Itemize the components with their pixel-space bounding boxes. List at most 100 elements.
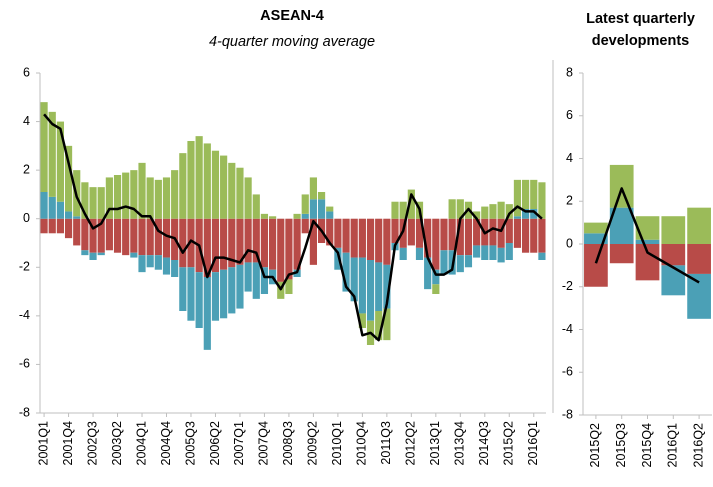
x-tick-label: 2001Q4	[61, 421, 75, 466]
bar-segment	[432, 284, 440, 294]
y-tick-label: 6	[23, 65, 30, 79]
x-tick-label: 2015Q2	[588, 423, 602, 468]
x-tick-label: 2003Q2	[110, 421, 124, 466]
bar-segment	[40, 192, 48, 219]
bar-segment	[635, 216, 660, 240]
bar-segment	[64, 211, 73, 219]
bar-segment	[489, 245, 497, 260]
bar-segment	[138, 162, 146, 219]
bar-segment	[661, 244, 686, 266]
bar-segment	[195, 272, 203, 328]
x-tick-label: 2015Q3	[614, 423, 628, 468]
bar-segment	[179, 153, 187, 219]
bar-segment	[269, 216, 277, 219]
y-tick-label: 2	[23, 162, 30, 176]
bar-segment	[366, 218, 375, 260]
bar-segment	[584, 222, 608, 234]
bar-segment	[236, 167, 244, 219]
bar-segment	[162, 177, 171, 219]
bar-segment	[211, 150, 220, 219]
bar-segment	[473, 218, 481, 246]
bar-segment	[513, 216, 522, 219]
bar-segment	[505, 218, 513, 243]
bar-segment	[81, 250, 89, 256]
bar-segment	[179, 218, 187, 268]
bar-segment	[64, 218, 73, 239]
bar-segment	[40, 102, 48, 192]
bar-segment	[211, 218, 220, 273]
bar-segment	[687, 273, 711, 319]
bar-segment	[391, 218, 399, 243]
y-tick-label: -4	[19, 308, 30, 322]
bar-segment	[407, 218, 415, 246]
y-tick-label: -2	[562, 279, 573, 293]
y-tick-label: 4	[23, 114, 30, 128]
y-tick-label: 6	[566, 108, 573, 122]
bar-segment	[56, 218, 64, 234]
bar-segment	[383, 218, 391, 265]
bar-segment	[309, 218, 317, 265]
bar-segment	[228, 218, 236, 268]
bar-segment	[609, 207, 634, 244]
bar-segment	[244, 262, 252, 292]
bar-segment	[293, 213, 301, 219]
bar-segment	[277, 218, 285, 282]
bar-segment	[40, 218, 48, 234]
bar-segment	[522, 218, 530, 253]
bar-segment	[228, 162, 236, 219]
x-tick-label: 2013Q1	[428, 421, 442, 466]
bar-segment	[293, 218, 301, 270]
line	[594, 187, 700, 284]
bar-segment	[464, 218, 473, 256]
bar-segment	[130, 218, 138, 253]
x-tick-label: 2016Q1	[666, 423, 680, 468]
x-tick-label: 2001Q1	[36, 421, 50, 466]
bar-segment	[220, 218, 228, 270]
bar-segment	[635, 239, 660, 244]
bar-segment	[358, 313, 366, 328]
bar-segment	[187, 141, 195, 219]
bar-segment	[301, 218, 309, 234]
bar-segment	[236, 218, 244, 265]
bar-segment	[309, 199, 317, 219]
bar-segment	[440, 218, 448, 251]
bar-segment	[64, 145, 73, 212]
bar-segment	[138, 255, 146, 273]
bar-segment	[497, 201, 505, 219]
bar-segment	[48, 218, 56, 234]
bar-segment	[146, 218, 154, 256]
bar-segment	[105, 218, 113, 251]
bar-segment	[391, 201, 399, 219]
bar-segment	[481, 206, 489, 219]
bar-segment	[399, 247, 407, 260]
bar-segment	[244, 218, 252, 263]
x-tick-label: 2005Q3	[183, 421, 197, 466]
bar-segment	[73, 216, 81, 219]
x-tick-label: 2010Q4	[355, 421, 369, 466]
y-tick-label: 8	[566, 65, 573, 79]
x-tick-label: 2007Q4	[257, 421, 271, 466]
bar-segment	[661, 265, 686, 296]
bar-segment	[522, 179, 530, 209]
bar-segment	[342, 218, 350, 253]
bar-segment	[687, 207, 711, 244]
bar-segment	[236, 264, 244, 309]
chart-subtitle: 4-quarter moving average	[209, 34, 375, 50]
bar-segment	[350, 257, 358, 302]
bar-segment	[530, 218, 538, 253]
bar-segment	[464, 255, 473, 268]
bar-segment	[122, 218, 130, 256]
bar-segment	[407, 189, 415, 219]
bar-segment	[260, 267, 269, 294]
x-tick-label: 2015Q2	[502, 421, 516, 466]
bar-segment	[154, 218, 162, 256]
bar-segment	[171, 170, 179, 219]
x-tick-label: 2008Q3	[281, 421, 295, 466]
bar-segment	[448, 199, 456, 219]
y-tick-label: -6	[562, 365, 573, 379]
bar-segment	[285, 218, 293, 280]
bar-segment	[220, 155, 228, 219]
x-tick-label: 2010Q1	[330, 421, 344, 466]
x-tick-label: 2013Q4	[453, 421, 467, 466]
bar-segment	[203, 143, 211, 219]
